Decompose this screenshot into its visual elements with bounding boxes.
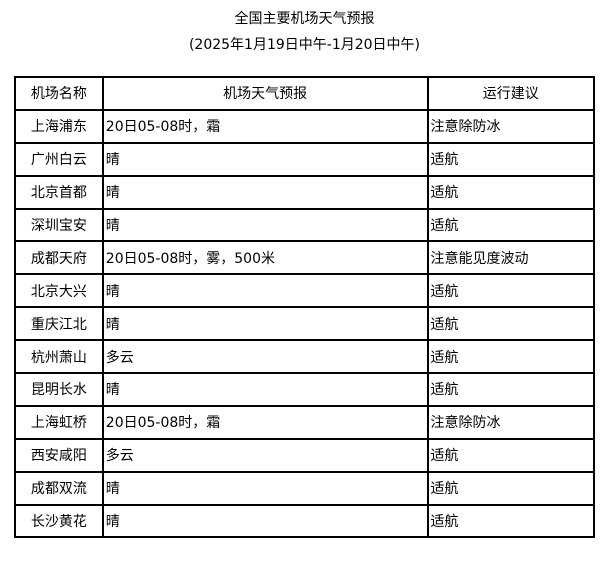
airport-name-cell: 上海浦东	[14, 108, 104, 144]
forecast-cell: 晴	[101, 273, 429, 309]
advice-cell: 注意除防冰	[426, 108, 596, 144]
advice-cell: 适航	[426, 306, 596, 342]
airport-name-cell: 长沙黄花	[14, 503, 104, 539]
forecast-cell: 晴	[101, 372, 429, 407]
airport-name-cell: 广州白云	[14, 141, 104, 177]
header-advice: 运行建议	[426, 76, 596, 111]
forecast-cell: 晴	[101, 207, 429, 243]
airport-name-cell: 北京大兴	[14, 273, 104, 309]
advice-cell: 注意能见度波动	[426, 240, 596, 276]
forecast-cell: 晴	[101, 470, 429, 506]
forecast-cell: 多云	[101, 437, 429, 473]
forecast-cell: 晴	[101, 503, 429, 539]
airport-name-cell: 昆明长水	[14, 372, 104, 407]
table-row: 上海浦东 20日05-08时，霜 注意除防冰	[14, 108, 596, 144]
airport-name-cell: 北京首都	[14, 174, 104, 210]
table-row: 杭州萧山 多云 适航	[14, 339, 596, 375]
table-row: 重庆江北晴适航	[14, 306, 596, 342]
forecast-cell: 晴	[101, 141, 429, 177]
advice-cell: 适航	[426, 339, 596, 375]
table-row: 昆明长水晴适航	[14, 372, 596, 407]
forecast-cell: 晴	[101, 306, 429, 342]
advice-cell: 适航	[426, 372, 596, 407]
airport-name-cell: 上海虹桥	[14, 404, 104, 440]
page-subtitle: (2025年1月19日中午-1月20日中午)	[188, 37, 421, 53]
table-row: 西安咸阳 多云 适航	[14, 437, 596, 473]
airport-name-cell: 成都天府	[14, 240, 104, 276]
advice-cell: 适航	[426, 174, 596, 210]
table-row: 长沙黄花晴适航	[14, 503, 596, 539]
forecast-cell: 晴	[101, 174, 429, 210]
advice-cell: 适航	[426, 207, 596, 243]
advice-cell: 适航	[426, 470, 596, 506]
table-row: 广州白云晴适航	[14, 141, 596, 177]
table-row: 上海虹桥 20日05-08时，霜 注意除防冰	[14, 404, 596, 440]
forecast-table: 机场名称 机场天气预报 运行建议 上海浦东 20日05-08时，霜 注意除防冰 广州白…	[14, 76, 596, 539]
table-row: 成都天府 20日05-08时，雾，500米 注意能见度波动	[14, 240, 596, 276]
airport-name-cell: 成都双流	[14, 470, 104, 506]
header-forecast: 机场天气预报	[101, 76, 429, 111]
forecast-cell: 20日05-08时，雾，500米	[101, 240, 429, 276]
advice-cell: 适航	[426, 437, 596, 473]
advice-cell: 注意除防冰	[426, 404, 596, 440]
airport-name-cell: 重庆江北	[14, 306, 104, 342]
header-airport: 机场名称	[14, 76, 104, 111]
table-row: 北京首都晴适航	[14, 174, 596, 210]
advice-cell: 适航	[426, 141, 596, 177]
table-row: 北京大兴晴适航	[14, 273, 596, 309]
table-row: 成都双流晴适航	[14, 470, 596, 506]
airport-name-cell: 杭州萧山	[14, 339, 104, 375]
forecast-cell: 20日05-08时，霜	[101, 108, 429, 144]
airport-name-cell: 西安咸阳	[14, 437, 104, 473]
table-row: 深圳宝安晴适航	[14, 207, 596, 243]
advice-cell: 适航	[426, 273, 596, 309]
advice-cell: 适航	[426, 503, 596, 539]
forecast-cell: 多云	[101, 339, 429, 375]
table-header-row: 机场名称 机场天气预报 运行建议	[14, 76, 596, 111]
page-title: 全国主要机场天气预报	[234, 11, 375, 27]
airport-name-cell: 深圳宝安	[14, 207, 104, 243]
forecast-cell: 20日05-08时，霜	[101, 404, 429, 440]
